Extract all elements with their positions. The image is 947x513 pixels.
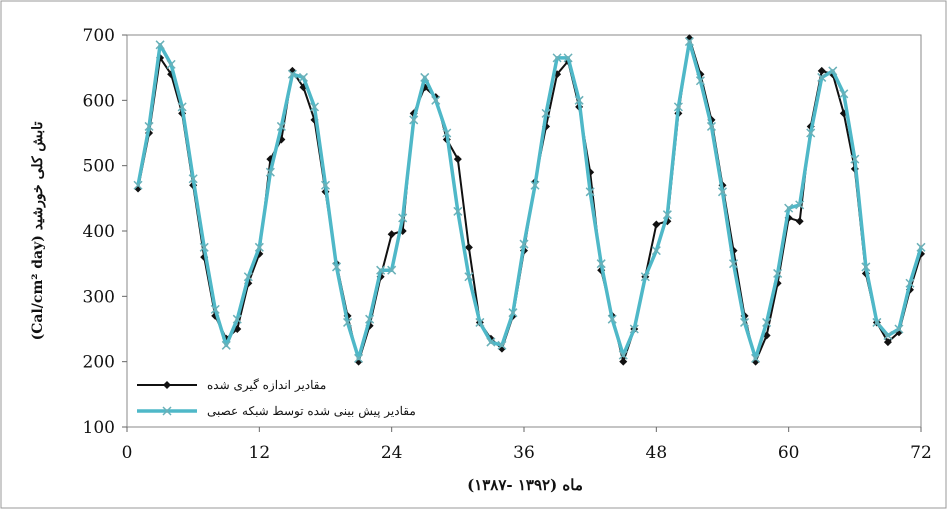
- legend-label: مقادیر اندازه گیری شده: [207, 378, 326, 392]
- y-tick-label: 700: [83, 26, 115, 46]
- x-axis-label: ماه (۱۳۹۲ -۱۳۸۷): [467, 476, 583, 494]
- x-tick-label: 24: [381, 443, 403, 463]
- x-tick-label: 60: [778, 443, 800, 463]
- x-tick-label: 48: [646, 443, 668, 463]
- y-axis-label: (Cal/cm² day) تابش کلی خورشید: [30, 122, 46, 341]
- frame: [1, 1, 946, 508]
- y-tick-label: 200: [83, 353, 115, 373]
- x-tick-label: 12: [249, 443, 271, 463]
- y-tick-label: 100: [83, 418, 115, 438]
- y-tick-label: 600: [83, 91, 115, 111]
- x-tick-label: 0: [122, 443, 133, 463]
- chart: ماه (۱۳۹۲ -۱۳۸۷) (Cal/cm² day) تابش کلی …: [0, 0, 947, 509]
- x-tick-label: 36: [513, 443, 535, 463]
- y-tick-label: 500: [83, 157, 115, 177]
- legend-label: مقادیر پیش بینی شده توسط شبکه عصبی: [207, 404, 416, 418]
- y-tick-label: 400: [83, 222, 115, 242]
- x-tick-label: 72: [910, 443, 932, 463]
- y-tick-label: 300: [83, 287, 115, 307]
